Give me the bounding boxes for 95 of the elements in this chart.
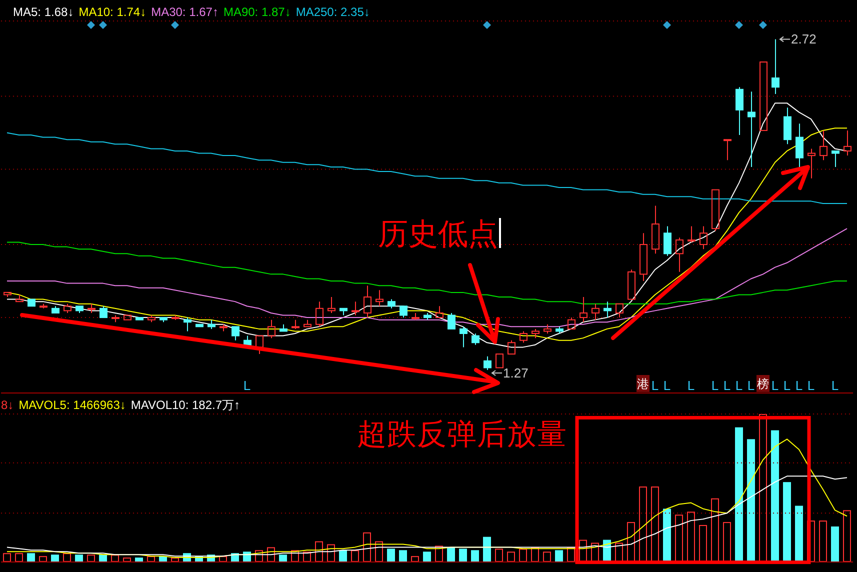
text: MA250: 2.35↓	[296, 5, 370, 19]
bar	[279, 554, 287, 562]
bar	[387, 548, 395, 562]
bar	[375, 541, 383, 562]
text: L	[783, 378, 791, 393]
bar	[507, 552, 515, 562]
bar	[147, 556, 155, 562]
bar	[471, 550, 479, 562]
bar	[759, 414, 767, 562]
candlestick	[808, 148, 816, 179]
text: L	[771, 378, 779, 393]
text: L	[723, 378, 731, 393]
bar	[567, 547, 575, 562]
bar	[459, 548, 467, 562]
bar	[543, 552, 551, 562]
bar	[63, 553, 71, 562]
text: MA5: 1.68↓	[13, 5, 74, 19]
bar	[435, 546, 443, 562]
bar	[687, 512, 695, 562]
annotation: 历史低点	[378, 218, 498, 251]
bar	[555, 550, 563, 562]
bar	[627, 522, 635, 562]
candlestick	[748, 91, 756, 168]
text: L	[831, 378, 839, 393]
text: L	[687, 378, 695, 393]
bar	[723, 522, 731, 562]
bar	[483, 536, 491, 562]
text: L	[807, 378, 815, 393]
bar	[423, 552, 431, 562]
bar	[399, 550, 407, 562]
bar	[27, 553, 35, 562]
bar	[639, 486, 647, 562]
text: MAVOL5: 1466963↓	[18, 398, 126, 412]
bar	[699, 525, 707, 562]
annotation: 超跌反弹后放量	[357, 419, 567, 451]
bar	[171, 558, 179, 562]
text: L	[651, 378, 659, 393]
bar	[255, 550, 263, 562]
bar	[3, 553, 11, 562]
candlestick	[640, 232, 648, 282]
bar	[363, 532, 371, 562]
bar	[747, 439, 755, 562]
bar	[123, 558, 131, 562]
bar	[327, 544, 335, 562]
bar	[291, 550, 299, 562]
bar	[651, 486, 659, 562]
bar	[795, 506, 803, 562]
bar	[519, 548, 527, 562]
text: L	[735, 378, 743, 393]
bar	[819, 520, 827, 562]
bar	[591, 542, 599, 562]
bar	[303, 552, 311, 562]
text: 8↓	[1, 398, 14, 412]
candlestick	[604, 301, 612, 318]
annotation: 2.72	[791, 32, 816, 47]
annotation: 1.27	[503, 366, 528, 381]
candlestick	[772, 38, 780, 94]
text: MA10: 1.74↓	[78, 5, 146, 19]
bar	[111, 554, 119, 562]
text: L	[795, 378, 803, 393]
bar	[351, 550, 359, 562]
bar	[339, 550, 347, 562]
bar	[843, 510, 851, 562]
text: MA30: 1.67↑	[151, 5, 218, 19]
bar	[315, 541, 323, 562]
text: L	[663, 378, 671, 393]
bar	[75, 554, 83, 562]
bar	[219, 556, 227, 562]
bar	[663, 508, 671, 562]
bar	[15, 553, 23, 562]
text: MA90: 1.87↓	[223, 5, 291, 19]
text: L	[711, 378, 719, 393]
text: L	[243, 378, 251, 393]
bar	[615, 542, 623, 562]
text: MAVOL10: 182.7万↑	[130, 398, 240, 412]
candlestick	[352, 301, 360, 316]
bar	[87, 554, 95, 562]
bar	[495, 548, 503, 562]
bar	[783, 482, 791, 562]
bar	[735, 427, 743, 562]
bar	[447, 547, 455, 562]
bar	[411, 556, 419, 562]
candlestick	[796, 123, 804, 168]
bar	[39, 556, 47, 562]
bar	[531, 547, 539, 562]
bar	[51, 554, 59, 562]
bar	[771, 430, 779, 562]
bar	[831, 526, 839, 562]
bar	[135, 558, 143, 562]
bar	[579, 540, 587, 562]
bar	[807, 520, 815, 562]
bar	[267, 547, 275, 562]
text: L	[747, 378, 755, 393]
bar	[675, 514, 683, 562]
bar	[711, 498, 719, 562]
